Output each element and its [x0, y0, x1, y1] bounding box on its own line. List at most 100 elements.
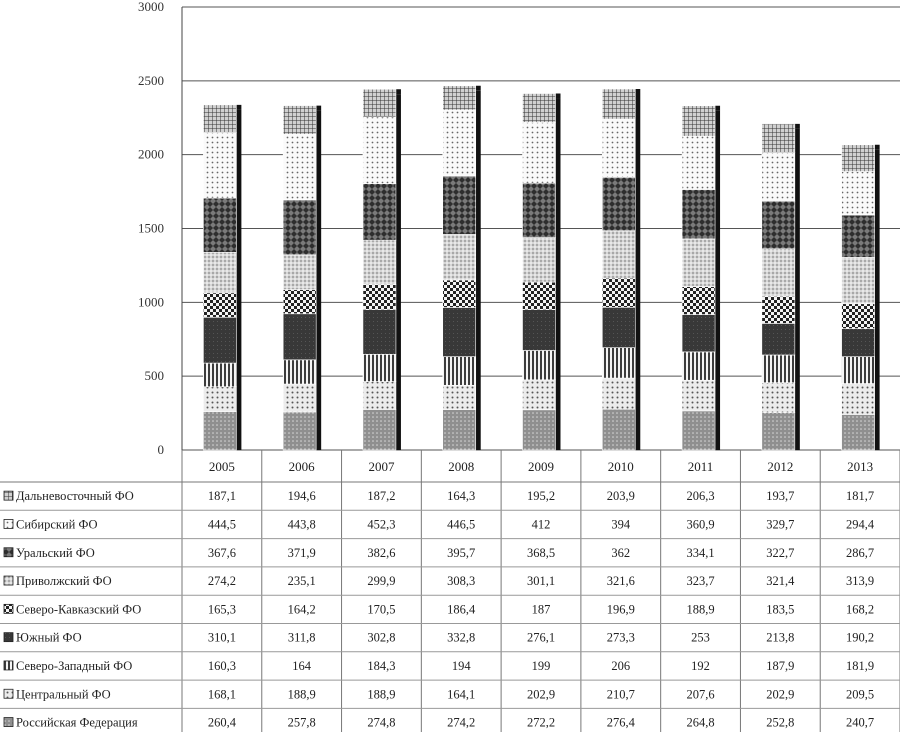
bar-segment — [203, 362, 237, 388]
table-cell: 188,9 — [288, 687, 316, 701]
table-cell: 368,5 — [527, 546, 555, 560]
bar-segment — [761, 323, 796, 356]
bar-segment — [841, 257, 875, 305]
y-tick-label: 2000 — [138, 147, 164, 162]
table-cell: 188,9 — [686, 602, 714, 616]
bar-segment — [601, 230, 636, 279]
legend-swatch — [3, 575, 14, 586]
table-cell: 257,8 — [288, 716, 316, 730]
legend-swatch — [3, 490, 14, 501]
bar-shadow — [236, 109, 242, 451]
table-cell: 252,8 — [766, 716, 794, 730]
table-row-label: Центральный ФО — [16, 687, 111, 701]
y-tick-label: 3000 — [138, 0, 164, 14]
table-cell: 186,4 — [447, 602, 476, 616]
bar-segment — [203, 197, 237, 253]
bar-segment — [203, 386, 237, 412]
bar-segment — [841, 356, 875, 384]
bar-shadow — [316, 110, 322, 451]
table-cell: 394 — [611, 517, 631, 531]
bar-segment — [841, 171, 875, 216]
table-cell: 168,2 — [846, 602, 874, 616]
table-cell: 203,9 — [607, 489, 635, 503]
table-cell: 299,9 — [367, 574, 395, 588]
bar-segment — [681, 238, 716, 287]
bar-segment — [362, 381, 397, 410]
bar-shadow — [475, 90, 481, 451]
table-cell: 206,3 — [686, 489, 714, 503]
bar-segment — [601, 377, 636, 410]
bar-segment — [522, 309, 556, 351]
table-cell: 274,2 — [447, 716, 475, 730]
bar-segment — [681, 314, 716, 353]
bar-segment — [282, 411, 317, 451]
legend-swatch — [3, 632, 14, 643]
table-cell: 310,1 — [208, 631, 236, 645]
bar-segment — [362, 354, 397, 382]
bar-segment — [282, 359, 317, 385]
y-tick-label: 0 — [158, 442, 165, 457]
table-row-label: Южный ФО — [16, 631, 82, 645]
legend-swatch — [3, 660, 14, 671]
table-cell: 264,8 — [686, 716, 714, 730]
table-cell: 194,6 — [288, 489, 316, 503]
table-cell: 194 — [452, 659, 472, 673]
bar-stack-2012 — [761, 123, 800, 451]
bar-stack-2008 — [442, 85, 481, 451]
bar-segment — [761, 412, 796, 451]
bar-segment — [282, 134, 317, 201]
table-cell: 272,2 — [527, 716, 555, 730]
bar-segment — [761, 295, 796, 324]
bar-segment — [761, 354, 796, 384]
table-cell: 452,3 — [367, 517, 395, 531]
table-cell: 260,4 — [208, 716, 237, 730]
table-cell: 196,9 — [607, 602, 635, 616]
table-cell: 183,5 — [766, 602, 794, 616]
bar-segment — [522, 122, 556, 184]
bar-segment — [203, 316, 237, 364]
table-cell: 362 — [611, 546, 630, 560]
table-cell: 313,9 — [846, 574, 874, 588]
x-tick-label: 2012 — [767, 459, 793, 474]
table-cell: 332,8 — [447, 631, 475, 645]
bar-segment — [681, 351, 716, 381]
bar-segment — [203, 411, 237, 451]
bar-segment — [203, 252, 237, 294]
bar-segment — [841, 214, 875, 258]
bar-segment — [362, 409, 397, 451]
table-cell: 382,6 — [367, 546, 395, 560]
table-cell: 210,7 — [607, 687, 635, 701]
legend-swatch — [3, 603, 14, 614]
bar-segment — [841, 383, 875, 415]
x-tick-label: 2010 — [608, 459, 634, 474]
x-tick-label: 2008 — [448, 459, 474, 474]
table-row-label: Северо-Кавказский ФО — [16, 602, 141, 616]
y-tick-label: 1000 — [138, 294, 164, 309]
table-cell: 190,2 — [846, 631, 874, 645]
bar-segment — [761, 200, 796, 250]
table-cell: 213,8 — [766, 631, 794, 645]
bar-segment — [522, 93, 556, 123]
table-cell: 446,5 — [447, 517, 475, 531]
bar-segment — [761, 123, 796, 153]
bar-stack-2009 — [522, 93, 561, 451]
table-cell: 160,3 — [208, 659, 236, 673]
bar-segment — [681, 135, 716, 190]
table-cell: 187,2 — [367, 489, 395, 503]
table-cell: 253 — [691, 631, 710, 645]
table-cell: 168,1 — [208, 687, 236, 701]
bar-segment — [522, 281, 556, 310]
table-cell: 294,4 — [846, 517, 875, 531]
x-tick-label: 2006 — [289, 459, 316, 474]
bar-segment — [681, 189, 716, 240]
table-cell: 181,9 — [846, 659, 874, 673]
table-cell: 187,1 — [208, 489, 236, 503]
x-tick-label: 2005 — [209, 459, 235, 474]
bar-segment — [203, 292, 237, 318]
bar-segment — [282, 254, 317, 290]
bar-segment — [282, 313, 317, 361]
bars — [203, 85, 880, 451]
bar-segment — [362, 88, 397, 118]
table-cell: 329,7 — [766, 517, 794, 531]
